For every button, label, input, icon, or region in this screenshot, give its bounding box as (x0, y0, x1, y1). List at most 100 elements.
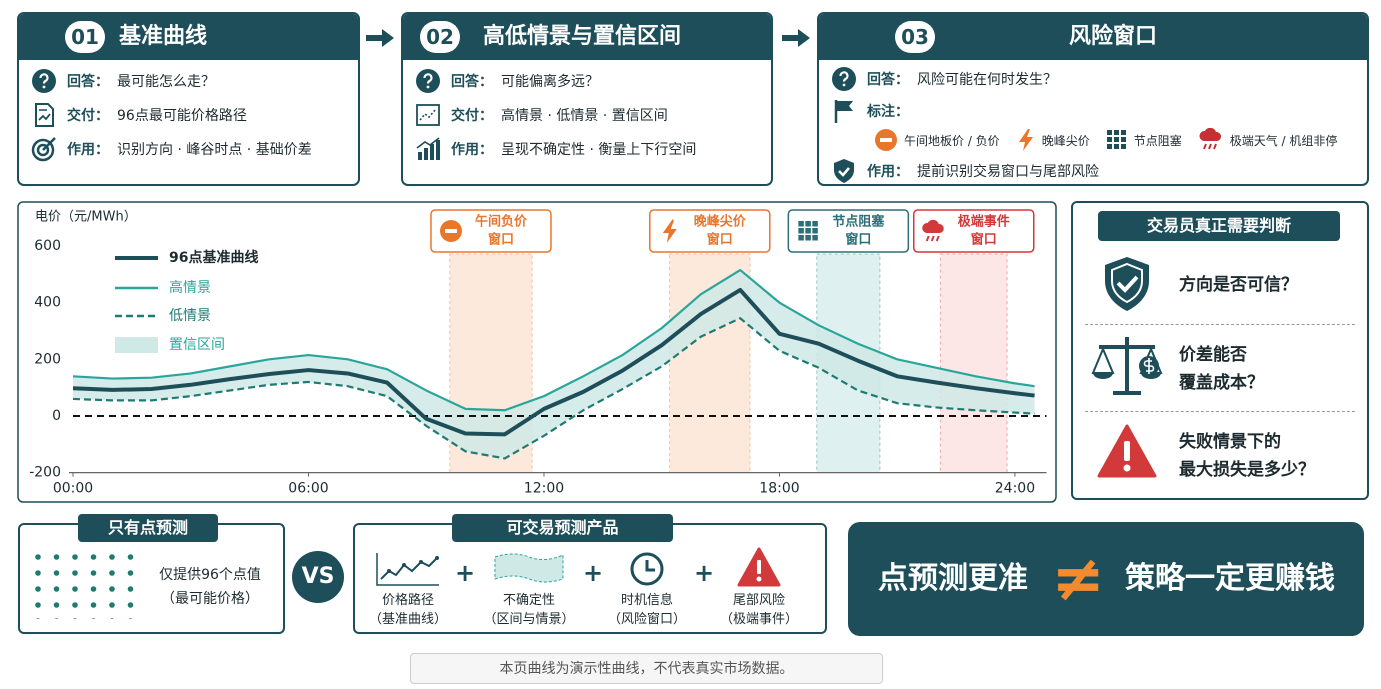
step-title: 风险窗口 (1069, 24, 1158, 49)
icon-storm (1199, 128, 1221, 150)
card-row: 标注： (831, 98, 917, 124)
icon-grid (1106, 130, 1126, 149)
card-row: 作用： 识别方向 · 峰谷时点 · 基础价差 (31, 136, 312, 162)
card-row: 作用： 呈现不确定性 · 衡量上下行空间 (415, 136, 696, 162)
row-label: 交付： (67, 108, 109, 124)
row-text: 提前识别交易窗口与尾部风险 (917, 164, 1099, 180)
card-header: 03 风险窗口 (819, 14, 1367, 60)
footer-note: 本页曲线为演示性曲线，不代表真实市场数据。 (410, 653, 883, 684)
icon-band (494, 553, 564, 583)
icon-document (35, 103, 54, 127)
vs-badge: VS (292, 551, 344, 603)
window-label-box (649, 209, 771, 253)
product-text: （极端事件） (719, 612, 798, 627)
conclusion-symbol: ≠ (1051, 542, 1105, 616)
y-tick-label: -200 (29, 465, 61, 481)
card-header: 02 高低情景与置信区间 (403, 14, 771, 60)
product-text: 尾部风险 (732, 593, 785, 608)
legend-text: 午间地板价 / 负价 (904, 133, 1000, 148)
icon-warning (1097, 424, 1157, 478)
box-title: 可交易预测产品 (452, 514, 673, 542)
product-text: 不确定性 (502, 593, 555, 608)
series-line (72, 287, 1035, 437)
series-line (72, 268, 1035, 412)
icon-scales (1091, 337, 1163, 395)
dot-grid (34, 553, 144, 619)
legend-label: 低情景 (169, 308, 211, 324)
y-tick-label: 600 (34, 238, 61, 254)
card-header: 01 基准曲线 (19, 14, 358, 60)
icon-negative (875, 129, 897, 151)
window-icon (812, 221, 818, 227)
icon-clock (630, 552, 664, 586)
card-row: 回答： 最可能怎么走？ (31, 68, 215, 94)
step-number: 01 (65, 21, 105, 53)
product-text: （区间与情景） (483, 612, 575, 627)
row-text: 呈现不确定性 · 衡量上下行空间 (501, 142, 697, 158)
window-label: 窗口 (845, 232, 871, 248)
window-label-box (430, 209, 552, 253)
row-text: 最可能怎么走？ (117, 74, 215, 90)
x-tick-label: 18:00 (759, 481, 799, 497)
window-label: 窗口 (707, 232, 733, 248)
icon-warning (737, 547, 781, 587)
window-label: 窗口 (488, 232, 514, 248)
divider (1085, 324, 1355, 325)
window-label: 窗口 (971, 232, 997, 248)
plus: + (694, 559, 715, 587)
row-text: 风险可能在何时发生？ (917, 72, 1057, 88)
window-label-box (787, 209, 910, 253)
row-text: 96点最可能价格路径 (117, 108, 247, 124)
x-tick-label: 06:00 (288, 481, 328, 497)
product-text: 价格路径 (381, 593, 434, 608)
icon-flag (834, 100, 853, 123)
card-row: 交付： 96点最可能价格路径 (31, 102, 247, 128)
card-row: 交付： 高情景 · 低情景 · 置信区间 (415, 102, 668, 128)
row-label: 作用： (451, 142, 493, 158)
icon-path (376, 553, 439, 586)
legend-text: 极端天气 / 机组非停 (1229, 133, 1338, 148)
window-icon (444, 229, 457, 233)
window-icon (922, 219, 944, 233)
legend-swatch (115, 337, 158, 353)
window-icon (798, 221, 804, 227)
panel-title: 交易员真正需要判断 (1098, 211, 1340, 241)
window-icon (798, 235, 804, 241)
product-text: （风险窗口） (607, 612, 686, 627)
icon-bars (416, 137, 440, 160)
product-text: （基准曲线） (368, 612, 447, 627)
window-icon (925, 235, 940, 242)
icon-bolt (1018, 129, 1033, 151)
point-text: 仅提供96个点值 (159, 567, 261, 583)
x-tick-label: 24:00 (995, 481, 1035, 497)
judgement-item: 最大损失是多少？ (1179, 460, 1315, 480)
y-tick-label: 400 (34, 295, 61, 311)
window-label-box (912, 209, 1035, 253)
window-label: 午间负价 (475, 214, 528, 230)
legend-row: 午间地板价 / 负价 晚峰尖价 节点阻塞 极端天气 / 机组非停 (874, 128, 1353, 152)
chart-frame (17, 201, 1057, 503)
legend-label: 置信区间 (169, 337, 225, 353)
icon-target (31, 137, 56, 162)
legend-label: 高情景 (169, 279, 211, 296)
confidence-band (73, 270, 1035, 459)
box-title: 只有点预测 (78, 514, 218, 542)
row-label: 作用： (67, 142, 109, 158)
window-label: 节点阻塞 (832, 214, 885, 230)
y-tick-label: 0 (52, 408, 61, 424)
step-card: 01 基准曲线 回答： 最可能怎么走？ 交付： 96点最可能价格路径 作用： 识别方向… (17, 12, 360, 186)
point-text: （最可能价格） (161, 591, 259, 607)
judgement-panel: 交易员真正需要判断 方向是否可信？ 价差能否 覆盖成本？ 失败情景下的 最大损失… (1071, 201, 1369, 500)
step-card: 02 高低情景与置信区间 回答： 可能偏离多远？ 交付： 高情景 · 低情景 · 置… (401, 12, 773, 186)
row-text: 可能偏离多远？ (501, 74, 599, 90)
row-label: 回答： (451, 74, 493, 90)
x-tick-label: 12:00 (524, 481, 564, 497)
card-row: 作用： 提前识别交易窗口与尾部风险 (831, 158, 1099, 184)
flow-arrow (782, 29, 810, 47)
row-label: 交付： (451, 108, 493, 124)
step-title: 高低情景与置信区间 (483, 24, 682, 49)
plus: + (455, 559, 476, 587)
icon-question (32, 69, 56, 93)
